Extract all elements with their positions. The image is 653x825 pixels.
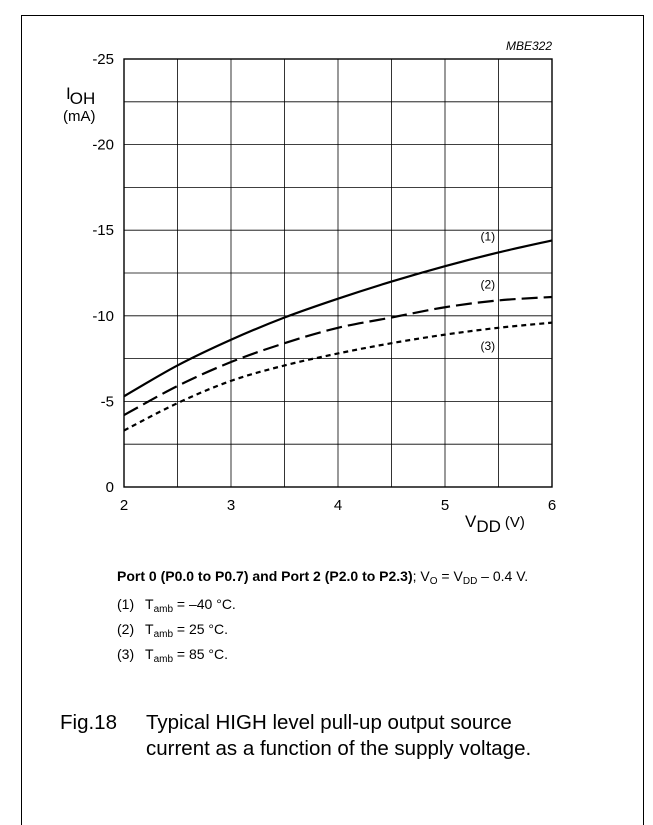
series-label-2: (2) xyxy=(480,277,495,291)
series-label-3: (3) xyxy=(480,339,495,353)
series-line-1 xyxy=(123,239,553,398)
series-line-2 xyxy=(123,295,553,417)
y-tick-label: -10 xyxy=(92,308,114,325)
figure-title: Fig.18 Typical HIGH level pull-up output … xyxy=(60,710,531,762)
caption-post: – 0.4 V. xyxy=(477,568,529,584)
note-text: = 85 °C. xyxy=(173,646,229,662)
note-t: T xyxy=(145,621,154,637)
note-sub: amb xyxy=(153,654,174,665)
y-tick-label: -20 xyxy=(92,137,114,154)
grid xyxy=(123,58,553,488)
figure-number: Fig.18 xyxy=(60,711,117,734)
note-3: (3) Tamb = 85 °C. xyxy=(117,646,228,665)
y-axis-unit: (mA) xyxy=(63,108,96,125)
x-tick-label: 6 xyxy=(548,497,556,514)
caption-pre: ; V xyxy=(412,568,430,584)
y-tick-label: -25 xyxy=(92,51,114,68)
series-label-1: (1) xyxy=(480,229,495,243)
figure-tag: MBE322 xyxy=(506,39,552,53)
figure-title-line2: current as a function of the supply volt… xyxy=(146,737,532,760)
note-t: T xyxy=(145,596,154,612)
caption-sub-dd: DD xyxy=(462,576,478,587)
x-tick-label: 4 xyxy=(334,497,342,514)
y-tick-label: -15 xyxy=(92,222,114,239)
y-axis-label: IOH xyxy=(66,84,95,108)
note-2: (2) Tamb = 25 °C. xyxy=(117,621,228,640)
caption-sub-o: O xyxy=(429,576,438,587)
note-text: = 25 °C. xyxy=(173,621,229,637)
labels: (1) (2) (3) 0 -5 -10 -15 -20 -25 2 3 4 5 6 IOH(mA) VDD(… xyxy=(63,39,556,536)
note-sub: amb xyxy=(153,629,174,640)
x-tick-label: 3 xyxy=(227,497,235,514)
note-1: (1) Tamb = –40 °C. xyxy=(117,596,236,615)
figure-title-line1: Typical HIGH level pull-up output source xyxy=(146,711,512,734)
note-num: (2) xyxy=(117,621,135,637)
caption-mid: = V xyxy=(437,568,463,584)
x-tick-label: 5 xyxy=(441,497,449,514)
series-line-3 xyxy=(123,321,553,432)
x-tick-label: 2 xyxy=(120,497,128,514)
note-t: T xyxy=(145,646,154,662)
figure-frame xyxy=(21,15,644,825)
curves xyxy=(123,239,553,432)
note-sub: amb xyxy=(153,604,174,615)
chart: (1) (2) (3) 0 -5 -10 -15 -20 -25 2 3 4 5 6 IOH(mA) VDD(… xyxy=(63,39,556,536)
caption: Port 0 (P0.0 to P0.7) and Port 2 (P2.0 t… xyxy=(117,568,528,587)
note-num: (3) xyxy=(117,646,135,662)
y-tick-label: 0 xyxy=(106,479,114,496)
note-num: (1) xyxy=(117,596,135,612)
x-axis-label: VDD (V) xyxy=(465,512,525,536)
y-tick-label: -5 xyxy=(101,393,114,410)
caption-bold: Port 0 (P0.0 to P0.7) and Port 2 (P2.0 t… xyxy=(117,568,413,584)
plot-border xyxy=(123,58,553,488)
note-text: = –40 °C. xyxy=(173,596,236,612)
